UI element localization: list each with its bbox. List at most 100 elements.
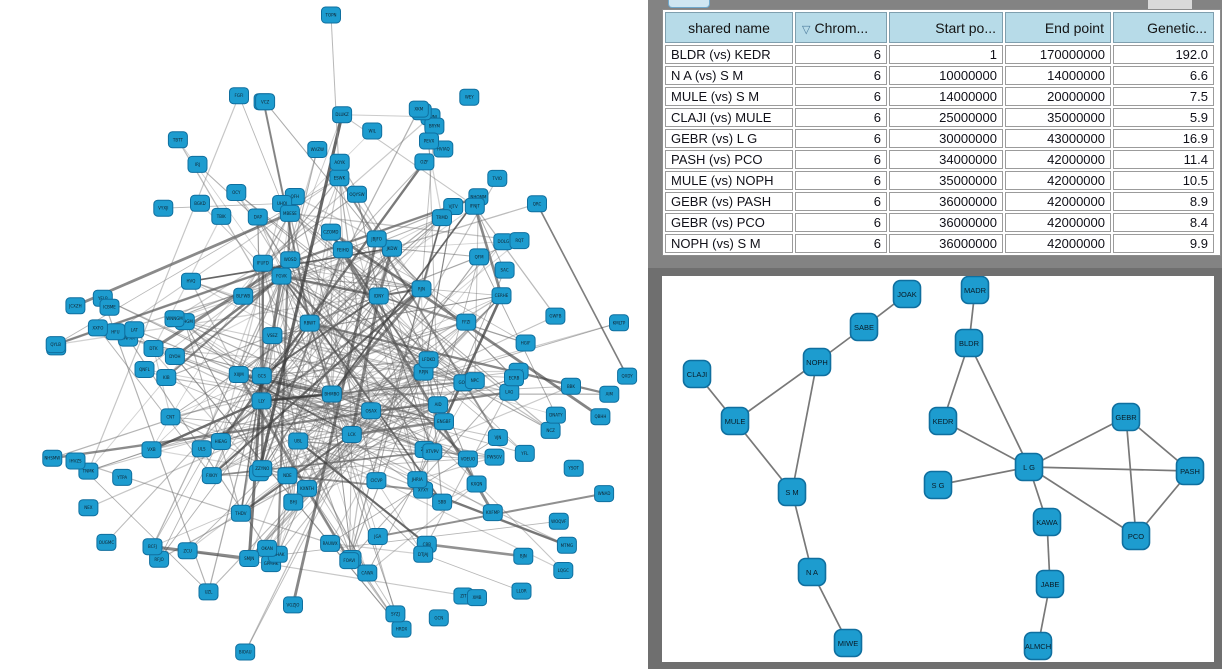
network-node[interactable]: UBL [288,432,309,450]
network-node[interactable]: SYZJ [385,605,406,623]
network-node[interactable]: OZF [414,153,435,171]
network-node[interactable]: LLY [251,392,272,410]
network-node[interactable]: TBIK [211,207,232,225]
network-node[interactable]: ZZYNO [252,460,273,478]
network-node-gebr[interactable]: GEBR [1111,402,1141,432]
network-node[interactable]: JBJFO [366,230,387,248]
network-node-madr[interactable]: MADR [960,275,990,305]
network-node[interactable]: FXKIY [201,467,222,485]
network-node-jabe[interactable]: JABE [1035,569,1065,599]
network-node[interactable]: SAC [494,261,515,279]
network-node[interactable]: WVZW [307,141,328,158]
table-row[interactable]: CLAJI (vs) MULE 6 25000000 35000000 5.9 [665,108,1214,127]
network-node-almch[interactable]: ALMCH [1023,631,1053,661]
network-node[interactable]: DLUKZ [332,106,353,124]
table-row[interactable]: MULE (vs) S M 6 14000000 20000000 7.5 [665,87,1214,106]
network-node[interactable]: THDV [230,504,251,522]
network-node[interactable]: LAT [124,321,145,339]
network-node[interactable]: ENGBF [434,413,454,431]
network-node-bldr[interactable]: BLDR [954,328,984,358]
network-node-miwe[interactable]: MIWE [833,628,863,658]
network-node[interactable]: WNNGM [164,310,185,328]
network-node[interactable]: YTPA [112,468,133,486]
network-node[interactable]: PWSGV [484,448,505,466]
network-node[interactable]: LAG [499,383,520,401]
network-node[interactable]: RQT [509,232,530,250]
network-node[interactable]: ESWK [329,169,350,187]
main-network-panel[interactable]: ESWKFFZIXYXYNDEWOQVFANKVHSCYSOTFGFIWEYZL… [0,0,648,669]
table-row[interactable]: MULE (vs) NOPH 6 35000000 42000000 10.5 [665,171,1214,190]
network-node[interactable]: DTK [143,340,164,357]
network-node[interactable]: HFU [105,323,126,341]
network-node[interactable]: RJN [411,280,432,298]
network-node[interactable]: BHMBO [321,385,342,403]
network-node[interactable]: WOSD [280,251,301,269]
network-node[interactable]: DYOH [164,348,185,365]
network-node[interactable]: VJN [487,429,508,446]
network-node[interactable]: GWFB [545,307,566,325]
network-node[interactable]: DNATY [545,406,566,424]
network-node[interactable]: KIB [156,369,177,386]
table-scrollbar-track[interactable] [1216,10,1220,255]
sub-network-canvas[interactable]: JOAK MADR SABE BLDR NOPH CLAJI MULE KEDR GEBR L G… [662,275,1214,662]
network-node[interactable]: JKDW [382,239,402,257]
network-node[interactable]: DTJAJ [413,545,434,563]
network-node[interactable]: OUGMC [96,533,117,551]
network-node[interactable]: VYXJI [153,199,174,217]
network-node[interactable]: JCXZH [65,297,86,315]
network-node[interactable]: YSOT [563,459,584,477]
column-header-chrom[interactable]: ▽ Chrom... [795,12,887,43]
network-node[interactable]: QBHH [590,408,611,426]
network-node[interactable]: JGA [367,528,388,545]
network-node[interactable]: ICBME [99,298,120,316]
network-node[interactable]: YFL [514,444,535,462]
network-node[interactable]: KXFMP [482,504,503,522]
network-node[interactable]: XMB [467,589,487,607]
network-node[interactable]: WIL [362,122,383,140]
network-node[interactable]: XTVPV [422,443,443,461]
network-node[interactable]: AID [428,396,449,414]
table-row[interactable]: NOPH (vs) S M 6 36000000 42000000 9.9 [665,234,1214,253]
scrollbar-notch[interactable] [1148,0,1192,9]
network-node[interactable]: TBTT [167,131,188,149]
network-node[interactable]: QNFL [134,361,155,378]
network-node[interactable]: GCN [428,609,449,627]
network-node[interactable]: TRMD [432,209,452,227]
network-node-kawa[interactable]: KAWA [1032,507,1062,537]
network-node[interactable]: NCZ [540,421,561,439]
network-node[interactable]: MBESE [279,204,300,222]
network-node[interactable]: WOQVF [548,512,569,530]
network-node[interactable]: FFZI [456,313,477,331]
network-node[interactable]: HVQ [181,272,201,290]
main-network-canvas[interactable]: ESWKFFZIXYXYNDEWOQVFANKVHSCYSOTFGFIWEYZL… [0,0,648,669]
network-node[interactable]: BHJ [283,493,304,511]
network-node[interactable]: IDNY [368,287,389,305]
network-node[interactable]: ULS [191,440,212,458]
column-header-end-point[interactable]: End point [1005,12,1111,43]
network-node[interactable]: VOEUO [457,450,478,468]
network-node[interactable]: LLOR [511,582,532,600]
network-node-s-m[interactable]: S M [777,477,807,507]
network-node[interactable]: IRJ [187,155,208,173]
network-node[interactable]: IHVZS [65,452,86,470]
table-row[interactable]: BLDR (vs) KEDR 6 1 170000000 192.0 [665,45,1214,64]
network-node[interactable]: JHRIA [407,471,428,489]
network-node[interactable]: VXB [141,441,162,459]
network-node[interactable]: FEIHQ [332,241,353,259]
network-node[interactable]: KXQN [466,475,487,493]
network-node[interactable]: IFUFD [252,254,273,272]
network-node[interactable]: WNAD [594,485,615,503]
network-node[interactable]: NEX [78,499,99,517]
network-node[interactable]: OSAX [361,402,382,420]
network-node[interactable]: CERHE [491,287,512,305]
network-node[interactable]: BLFWB [233,287,254,305]
network-node[interactable]: NHSMW [42,449,63,467]
network-node-noph[interactable]: NOPH [802,347,832,377]
network-node[interactable]: CAWA [357,564,378,582]
network-node[interactable]: HRDX [391,620,412,638]
network-node[interactable]: HIEAG [210,433,231,450]
network-node[interactable]: BJN [513,547,534,565]
network-node[interactable]: DOLG [493,233,514,251]
network-node-pco[interactable]: PCO [1121,521,1151,551]
table-row[interactable]: N A (vs) S M 6 10000000 14000000 6.6 [665,66,1214,85]
